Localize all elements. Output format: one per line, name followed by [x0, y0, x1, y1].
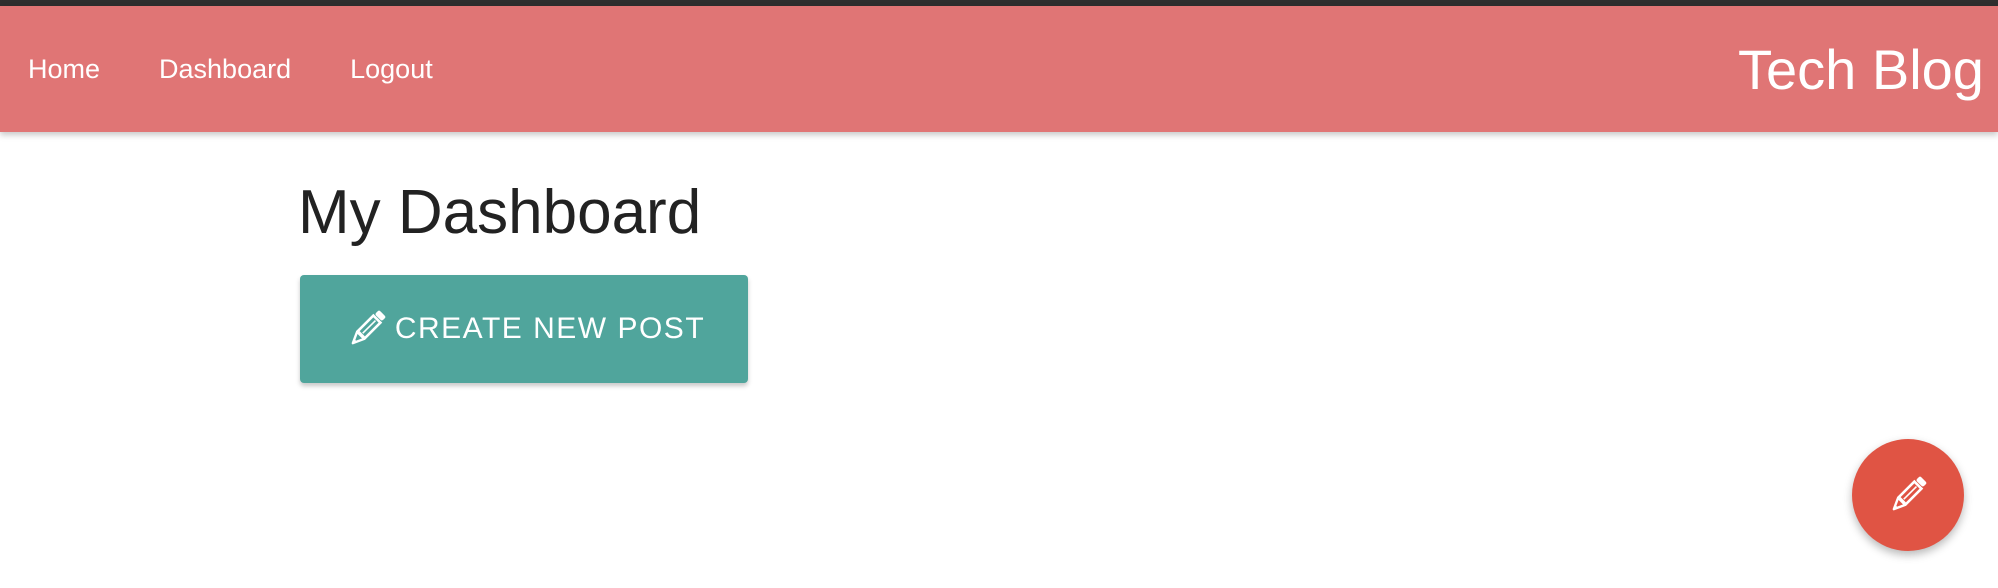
page-title: My Dashboard [298, 178, 702, 247]
nav-links: Home Dashboard Logout [28, 6, 492, 132]
pencil-icon [343, 305, 391, 353]
nav-link-dashboard[interactable]: Dashboard [159, 53, 292, 84]
navbar: Home Dashboard Logout Tech Blog [0, 6, 1998, 132]
nav-link-home[interactable]: Home [28, 53, 101, 84]
window-top-strip [0, 0, 1998, 6]
brand-logo-text[interactable]: Tech Blog [1738, 37, 1984, 101]
create-new-post-label: Create new post [394, 312, 706, 345]
nav-link-logout[interactable]: Logout [350, 53, 433, 84]
pencil-icon [1884, 471, 1932, 519]
floating-edit-button[interactable] [1852, 439, 1964, 551]
create-new-post-button[interactable]: Create new post [300, 275, 748, 383]
